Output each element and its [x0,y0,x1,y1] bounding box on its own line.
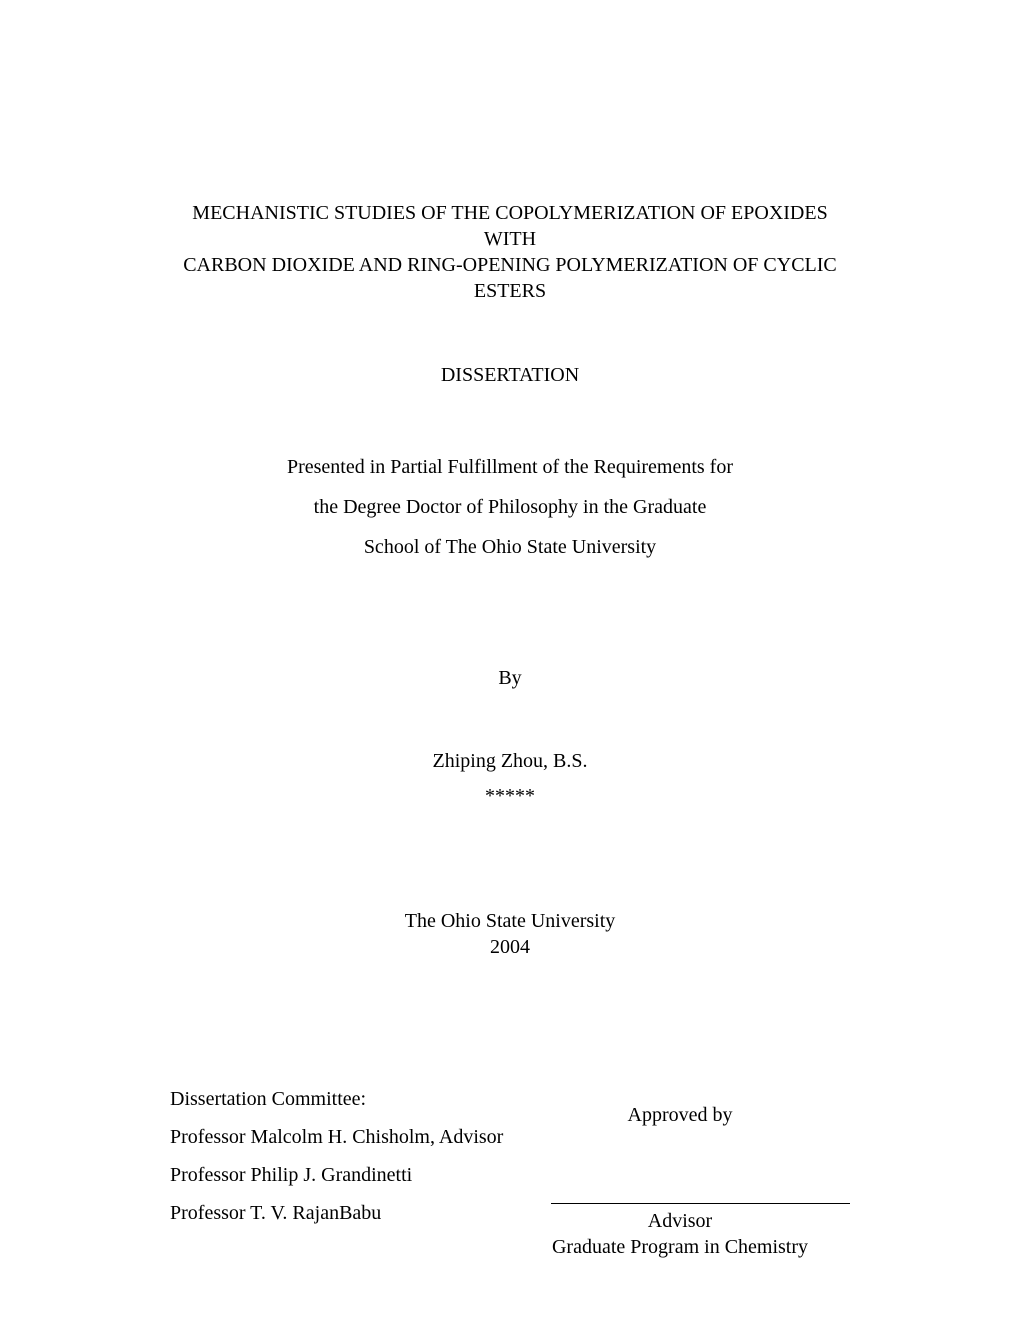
separator-stars: ***** [170,785,850,808]
signature-line [551,1203,850,1204]
committee-member-3: Professor T. V. RajanBabu [170,1194,510,1232]
degree-year: 2004 [170,934,850,960]
advisor-program: Graduate Program in Chemistry [510,1234,850,1260]
dissertation-title: MECHANISTIC STUDIES OF THE COPOLYMERIZAT… [170,200,850,304]
advisor-role: Advisor [510,1208,850,1234]
university-block: The Ohio State University 2004 [170,908,850,960]
dissertation-title-page: MECHANISTIC STUDIES OF THE COPOLYMERIZAT… [0,0,1020,1320]
document-type: DISSERTATION [170,364,850,387]
committee-column: Dissertation Committee: Professor Malcol… [170,1080,510,1260]
fulfillment-line-3: School of The Ohio State University [170,527,850,567]
fulfillment-statement: Presented in Partial Fulfillment of the … [170,447,850,567]
committee-member-1: Professor Malcolm H. Chisholm, Advisor [170,1118,510,1156]
fulfillment-line-2: the Degree Doctor of Philosophy in the G… [170,487,850,527]
university-name: The Ohio State University [170,908,850,934]
committee-member-2: Professor Philip J. Grandinetti [170,1156,510,1194]
bottom-section: Dissertation Committee: Professor Malcol… [170,1080,850,1260]
approved-by-label: Approved by [510,1104,850,1127]
title-line-1: MECHANISTIC STUDIES OF THE COPOLYMERIZAT… [170,200,850,252]
title-line-3: ESTERS [170,278,850,304]
by-label: By [170,667,850,690]
title-line-2: CARBON DIOXIDE AND RING-OPENING POLYMERI… [170,252,850,278]
author-name: Zhiping Zhou, B.S. [170,750,850,773]
advisor-block: Advisor Graduate Program in Chemistry [510,1208,850,1260]
committee-heading: Dissertation Committee: [170,1080,510,1118]
approval-column: Approved by Advisor Graduate Program in … [510,1080,850,1260]
fulfillment-line-1: Presented in Partial Fulfillment of the … [170,447,850,487]
